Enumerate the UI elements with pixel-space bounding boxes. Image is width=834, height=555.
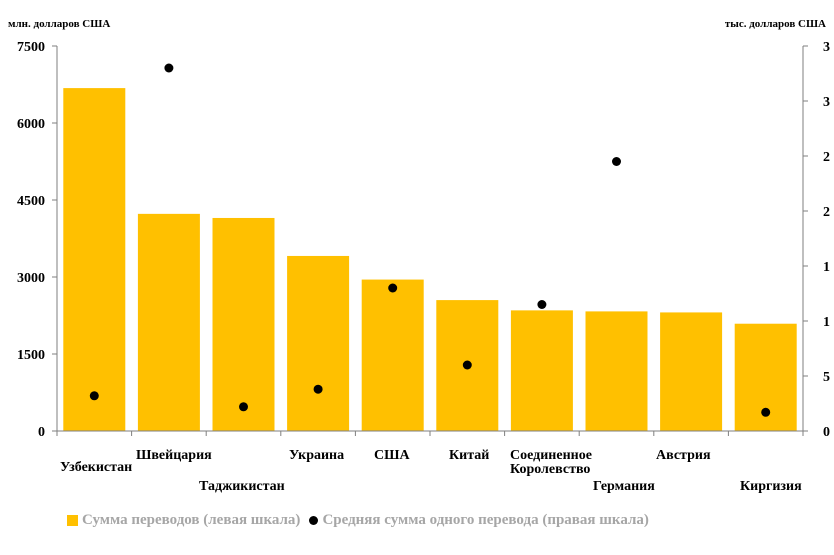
left-tick-label: 6000 (17, 117, 45, 132)
point (388, 283, 398, 293)
right-tick-label: 3 (823, 40, 830, 55)
right-tick-label: 1 (823, 315, 830, 330)
right-tick-label: 2 (823, 150, 830, 165)
legend: Сумма переводов (левая шкала) Средняя су… (67, 512, 649, 529)
legend-dot-label: Средняя сумма одного перевода (правая шк… (322, 512, 649, 528)
x-tick-label: Киргизия (740, 479, 802, 494)
right-axis-unit: тыс. долларов США (725, 18, 826, 30)
x-tick-label: Швейцария (136, 448, 212, 463)
left-tick-label: 3000 (17, 271, 45, 286)
left-axis-unit: млн. долларов США (8, 18, 110, 30)
x-tick-label: Австрия (656, 448, 711, 463)
chart: млн. долларов США тыс. долларов США 0150… (8, 18, 830, 494)
x-tick-label: Китай (449, 448, 489, 463)
x-tick-label: Таджикистан (199, 479, 285, 494)
bar (510, 310, 573, 431)
point (89, 391, 99, 401)
left-tick-label: 0 (38, 425, 45, 440)
point (537, 300, 547, 309)
point (761, 407, 771, 417)
right-tick-label: 3 (823, 95, 830, 110)
right-tick-label: 5 (823, 370, 830, 385)
x-tick-label: Узбекистан (60, 460, 132, 475)
legend-dot-marker (309, 516, 319, 525)
right-tick-label: 0 (823, 425, 830, 440)
x-tick-label: Украина (289, 448, 344, 463)
point (612, 157, 621, 166)
bar (137, 213, 200, 431)
point (462, 360, 472, 370)
left-tick-label: 4500 (17, 194, 45, 209)
bar (287, 255, 350, 431)
legend-bar-swatch (67, 515, 78, 526)
x-tick-label: Германия (593, 479, 655, 494)
legend-bar-label: Сумма переводов (левая шкала) (82, 512, 301, 528)
bar (361, 279, 424, 431)
left-tick-label: 7500 (17, 40, 45, 55)
point (239, 402, 248, 412)
right-tick-label: 2 (823, 205, 830, 220)
bar (63, 88, 126, 432)
left-tick-label: 1500 (17, 348, 45, 363)
x-tick-label: США (374, 448, 410, 463)
x-tick-label: Соединенное Королевство (510, 448, 592, 477)
point (164, 63, 174, 73)
right-tick-label: 1 (823, 260, 830, 275)
bar (212, 217, 275, 431)
bar (660, 312, 723, 431)
point (313, 384, 323, 394)
bar (585, 311, 648, 431)
